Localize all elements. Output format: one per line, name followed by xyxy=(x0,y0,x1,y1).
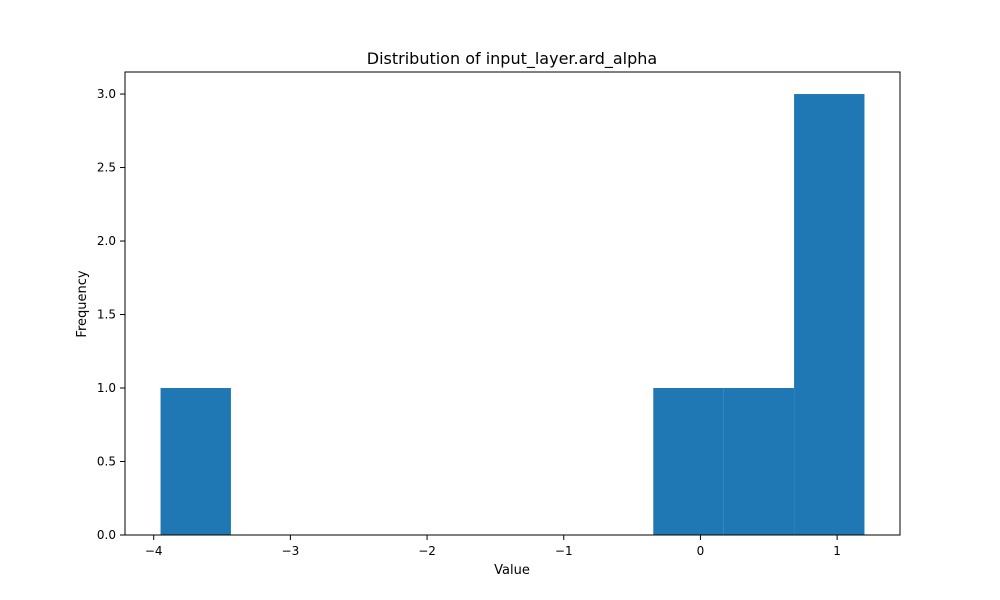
x-tick-label: 0 xyxy=(697,544,705,558)
x-tick-label: −3 xyxy=(282,544,300,558)
y-tick-label: 1.0 xyxy=(97,381,116,395)
histogram-bar xyxy=(160,388,231,535)
x-tick-label: −2 xyxy=(418,544,436,558)
y-tick-label: 3.0 xyxy=(97,87,116,101)
chart-title: Distribution of input_layer.ard_alpha xyxy=(367,49,657,69)
x-tick-label: −4 xyxy=(145,544,163,558)
y-tick-label: 2.5 xyxy=(97,161,116,175)
y-axis-ticks: 0.0 0.5 1.0 1.5 2.0 2.5 3.0 xyxy=(97,87,125,542)
y-tick-label: 2.0 xyxy=(97,234,116,248)
x-tick-label: −1 xyxy=(555,544,573,558)
y-tick-label: 0.0 xyxy=(97,528,116,542)
histogram-bar xyxy=(653,388,724,535)
plot-frame xyxy=(124,71,901,536)
y-tick-label: 0.5 xyxy=(97,455,116,469)
histogram-bar xyxy=(723,388,795,535)
x-tick-label: 1 xyxy=(833,544,841,558)
histogram-bar xyxy=(794,94,865,536)
y-axis-label: Frequency xyxy=(75,270,90,337)
x-axis-ticks: −4 −3 −2 −1 0 1 xyxy=(145,535,841,558)
bars-group xyxy=(160,94,865,536)
x-axis-label: Value xyxy=(494,563,530,578)
y-tick-label: 1.5 xyxy=(97,308,116,322)
